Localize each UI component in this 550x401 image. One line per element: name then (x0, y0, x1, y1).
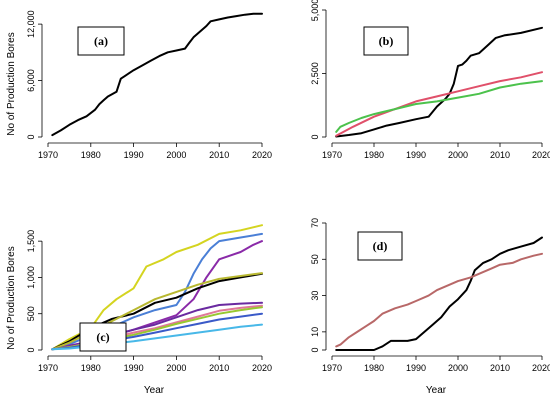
series-line-1 (335, 26, 543, 138)
y-tick-label: 5,000 (310, 0, 320, 21)
panel-b: 1970 1980 1990 2000 2010 2020 0 2,500 5,000 (b) (310, 0, 550, 160)
x-tick-label: 1990 (124, 363, 144, 373)
x-tick-label: 1970 (38, 150, 58, 160)
x-tick-label: 1970 (38, 363, 58, 373)
panel-d: 1970 1980 1990 2000 2010 2020 0 10 30 50 70 (d) (310, 218, 550, 373)
x-tick-label: 2020 (532, 363, 550, 373)
x-tick-label: 1970 (322, 363, 342, 373)
series-line-1 (335, 236, 543, 351)
x-tick-label: 2010 (209, 363, 229, 373)
y-tick-label: 70 (310, 218, 320, 228)
x-tick-label: 1980 (81, 150, 101, 160)
x-tick-label: 1990 (124, 150, 144, 160)
panel-label: (c) (96, 330, 109, 344)
y-tick-label: 500 (26, 306, 36, 321)
y-tick-label: 0 (310, 134, 320, 139)
panel-label: (b) (379, 34, 394, 48)
series-line-2 (335, 252, 543, 348)
x-tick-label: 2010 (490, 150, 510, 160)
series-line-3 (335, 80, 543, 133)
x-tick-label: 1980 (364, 150, 384, 160)
x-tick-label: 1970 (322, 150, 342, 160)
y-tick-label: 2,500 (310, 62, 320, 85)
x-tick-label: 2000 (448, 363, 468, 373)
x-tick-label: 2010 (490, 363, 510, 373)
panel-label-box (363, 26, 409, 56)
x-tick-label: 2000 (166, 150, 186, 160)
y-tick-label: 50 (310, 254, 320, 264)
series-line-1 (51, 12, 263, 137)
y-axis-title-top: No of Production Bores (6, 32, 17, 135)
x-tick-label: 2000 (166, 363, 186, 373)
x-tick-label: 1990 (406, 150, 426, 160)
y-tick-label: 6,000 (26, 69, 36, 92)
x-tick-label: 2020 (252, 150, 272, 160)
y-tick-label: 0 (310, 347, 320, 352)
y-tick-label: 1,000 (26, 266, 36, 289)
panel-c: 1970 1980 1990 2000 2010 2020 0 500 1,000 1,500 (c… (26, 224, 272, 373)
x-tick-label: 2020 (532, 150, 550, 160)
panel-a: 1970 1980 1990 2000 2010 2020 0 6,000 12,000 (a) (26, 10, 272, 160)
x-tick-label: 1980 (364, 363, 384, 373)
x-tick-label: 1980 (81, 363, 101, 373)
y-tick-label: 10 (310, 327, 320, 337)
panel-label: (a) (94, 34, 108, 48)
series-line-2 (335, 71, 543, 137)
y-tick-label: 0 (26, 134, 36, 139)
x-tick-label: 2010 (209, 150, 229, 160)
panel-label-box (77, 26, 125, 56)
x-tick-label: 2000 (448, 150, 468, 160)
y-axis-title-bottom: No of Production Bores (6, 246, 17, 349)
panel-label-box (79, 322, 127, 352)
y-tick-label: 0 (26, 347, 36, 352)
panel-label: (d) (373, 239, 388, 253)
x-tick-label: 1990 (406, 363, 426, 373)
x-tick-label: 2020 (252, 363, 272, 373)
y-tick-label: 30 (310, 291, 320, 301)
panel-label-box (357, 231, 403, 261)
x-axis-title-right: Year (426, 385, 447, 396)
y-tick-label: 12,000 (26, 10, 36, 38)
y-tick-label: 1,500 (26, 230, 36, 253)
x-axis-title-left: Year (144, 385, 165, 396)
